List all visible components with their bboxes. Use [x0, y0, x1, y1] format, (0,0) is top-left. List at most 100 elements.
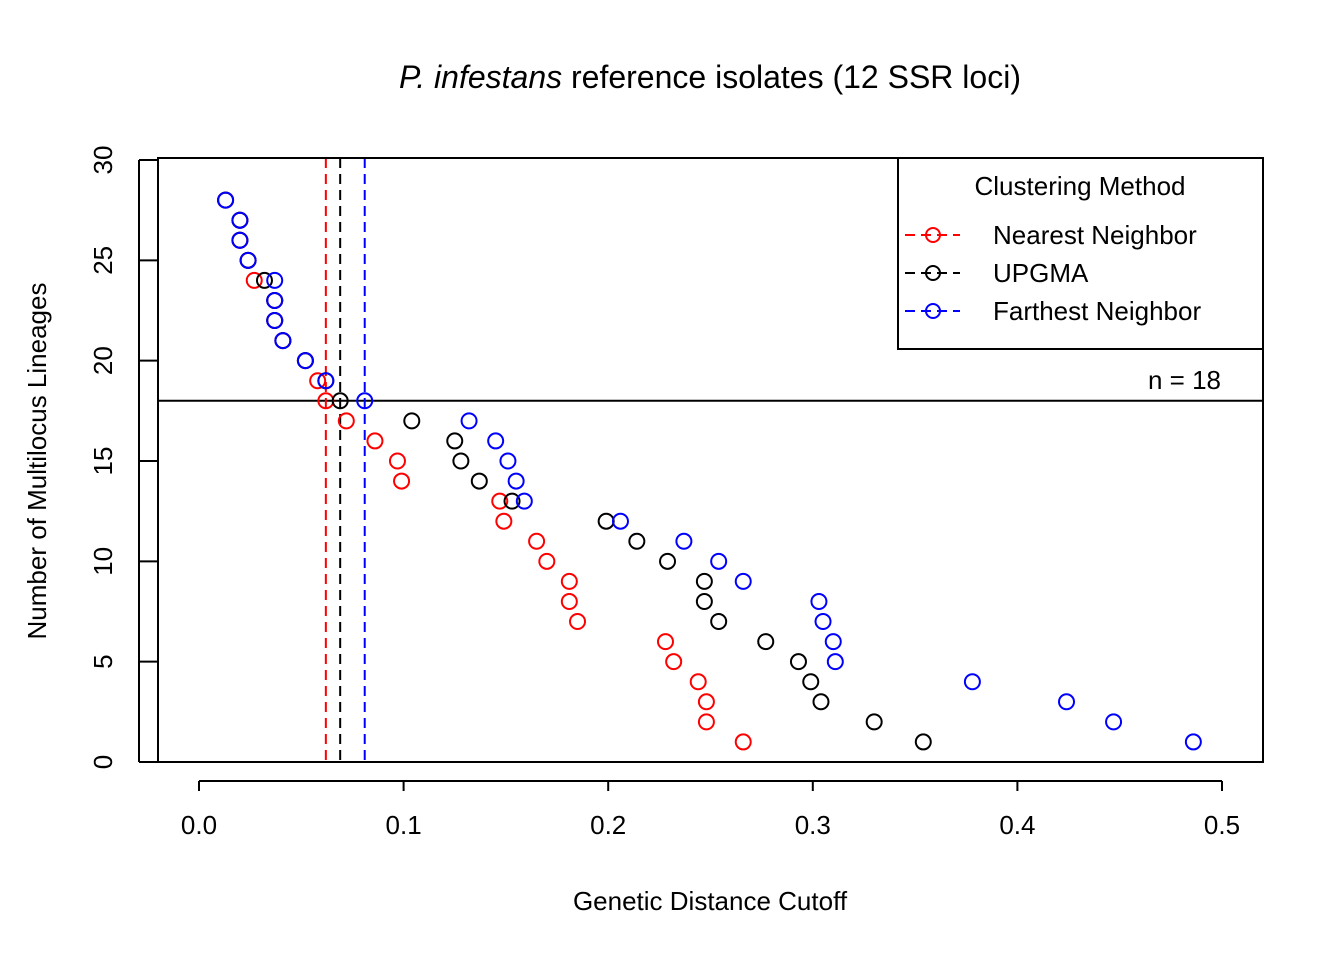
data-point: [538, 552, 556, 570]
data-point: [487, 432, 505, 450]
data-point: [656, 633, 674, 651]
data-point: [560, 592, 578, 610]
data-point: [695, 592, 713, 610]
data-point: [255, 271, 273, 289]
legend: Clustering Method Nearest Neighbor UPGMA F…: [897, 157, 1264, 350]
data-point: [217, 191, 235, 209]
data-point: [710, 552, 728, 570]
data-point: [403, 412, 421, 430]
data-point: [515, 492, 533, 510]
data-point: [274, 332, 292, 350]
data-point: [695, 572, 713, 590]
plot-frame: [157, 157, 1264, 763]
data-point: [491, 492, 509, 510]
x-tick-label: 0.5: [1204, 810, 1240, 840]
x-tick-label: 0.4: [999, 810, 1035, 840]
data-point: [528, 532, 546, 550]
threshold-label: n = 18: [1148, 365, 1221, 395]
data-point: [266, 312, 284, 330]
legend-label: UPGMA: [993, 258, 1089, 288]
x-tick-label: 0.0: [181, 810, 217, 840]
data-point: [757, 633, 775, 651]
data-point: [675, 532, 693, 550]
data-point: [296, 352, 314, 370]
data-point: [266, 271, 284, 289]
data-point: [231, 231, 249, 249]
data-point: [266, 291, 284, 309]
data-point: [802, 673, 820, 691]
data-point: [697, 713, 715, 731]
data-point: [388, 452, 406, 470]
data-point: [356, 392, 374, 410]
chart-title: P. infestans reference isolates (12 SSR …: [399, 59, 1021, 95]
legend-title: Clustering Method: [975, 171, 1186, 201]
data-point: [814, 613, 832, 631]
data-point: [499, 452, 517, 470]
axes: 0.0 0.1 0.2 0.3 0.4 0.5 0 5 10 15 20 25 30: [88, 146, 1240, 840]
legend-swatch-marker: [925, 227, 941, 243]
data-point: [317, 372, 335, 390]
data-point: [826, 653, 844, 671]
data-point: [337, 412, 355, 430]
data-point: [1184, 733, 1202, 751]
data-point: [789, 653, 807, 671]
data-point: [309, 372, 327, 390]
data-point: [710, 613, 728, 631]
y-tick-label: 20: [88, 346, 118, 375]
series-points: [217, 191, 1202, 751]
data-point: [865, 713, 883, 731]
x-tick-label: 0.2: [590, 810, 626, 840]
legend-swatch-marker: [925, 265, 941, 281]
data-point: [446, 432, 464, 450]
y-tick-label: 0: [88, 755, 118, 769]
y-tick-label: 15: [88, 447, 118, 476]
data-point: [611, 512, 629, 530]
data-point: [331, 392, 349, 410]
y-tick-label: 30: [88, 146, 118, 175]
series-points: [217, 191, 752, 751]
data-point: [824, 633, 842, 651]
data-point: [460, 412, 478, 430]
data-point: [914, 733, 932, 751]
x-axis-title: Genetic Distance Cutoff: [573, 886, 848, 916]
legend-swatch-marker: [925, 303, 941, 319]
data-point: [963, 673, 981, 691]
data-point: [560, 572, 578, 590]
data-point: [734, 572, 752, 590]
data-point: [393, 472, 411, 490]
data-point: [665, 653, 683, 671]
legend-label: Nearest Neighbor: [993, 220, 1197, 250]
data-point: [1058, 693, 1076, 711]
legend-label: Farthest Neighbor: [993, 296, 1201, 326]
chart-title-italic: P. infestans: [399, 59, 562, 95]
x-tick-label: 0.1: [386, 810, 422, 840]
data-point: [659, 552, 677, 570]
data-point: [569, 613, 587, 631]
data-point: [470, 472, 488, 490]
y-axis-title: Number of Multilocus Lineages: [22, 283, 52, 640]
data-point: [812, 693, 830, 711]
data-point: [245, 271, 263, 289]
data-point: [628, 532, 646, 550]
y-tick-label: 5: [88, 654, 118, 668]
y-tick-label: 25: [88, 246, 118, 275]
data-point: [1105, 713, 1123, 731]
legend-items: Nearest Neighbor UPGMA Farthest Neighbor: [905, 220, 1201, 326]
data-point: [734, 733, 752, 751]
data-point: [231, 211, 249, 229]
data-point: [597, 512, 615, 530]
reference-lines: [158, 158, 1263, 762]
data-point: [697, 693, 715, 711]
data-points: [217, 191, 1202, 751]
data-point: [503, 492, 521, 510]
data-point: [507, 472, 525, 490]
data-point: [366, 432, 384, 450]
y-tick-label: 10: [88, 547, 118, 576]
data-point: [495, 512, 513, 530]
x-tick-label: 0.3: [795, 810, 831, 840]
data-point: [452, 452, 470, 470]
data-point: [810, 592, 828, 610]
legend-box: [897, 157, 1264, 350]
data-point: [239, 251, 257, 269]
